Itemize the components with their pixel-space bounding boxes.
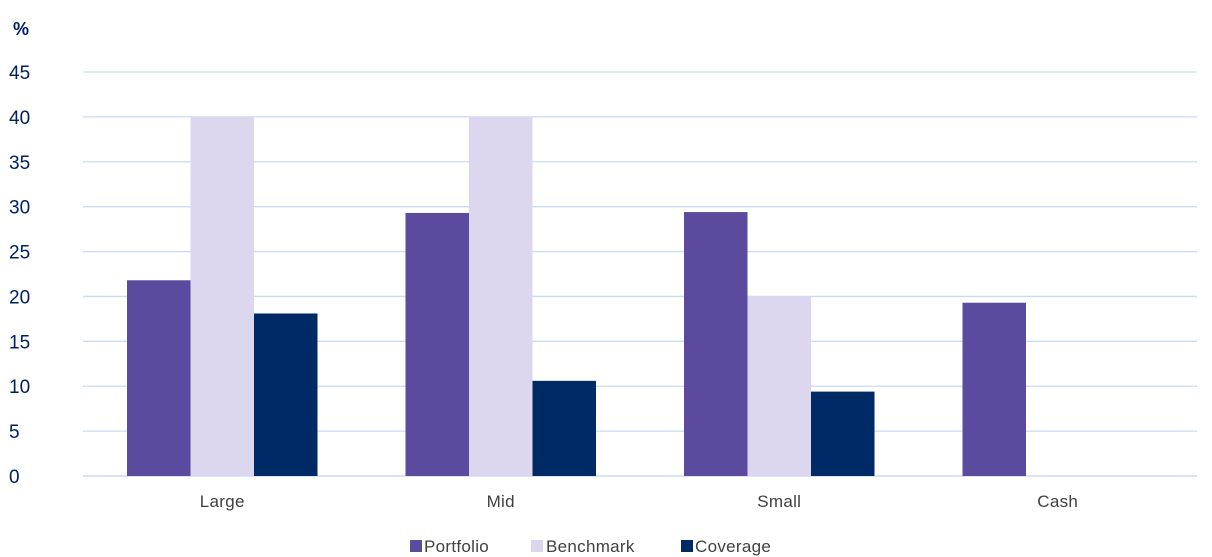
- y-tick-label: 10: [9, 377, 30, 398]
- y-unit-label: %: [13, 19, 29, 39]
- bars: [127, 116, 1026, 476]
- y-tick-label: 40: [9, 108, 30, 129]
- y-tick-label: 25: [9, 243, 30, 264]
- y-tick-label: 45: [9, 63, 30, 84]
- legend-swatch-coverage: [681, 540, 693, 552]
- legend-label-portfolio: Portfolio: [424, 537, 489, 556]
- y-tick-label: 35: [9, 153, 30, 174]
- bar-benchmark-large: [190, 116, 254, 476]
- legend-swatch-portfolio: [410, 540, 422, 552]
- legend-label-benchmark: Benchmark: [546, 537, 635, 556]
- bar-portfolio-cash: [962, 302, 1026, 476]
- bar-portfolio-large: [127, 280, 191, 476]
- x-category-label: Mid: [487, 492, 515, 511]
- legend-swatch-benchmark: [531, 540, 543, 552]
- y-tick-label: 30: [9, 198, 30, 219]
- bar-benchmark-small: [747, 296, 811, 476]
- x-axis-categories: Large Mid Small Cash: [200, 492, 1078, 511]
- bar-portfolio-small: [684, 212, 748, 476]
- legend-label-coverage: Coverage: [695, 537, 771, 556]
- bar-coverage-large: [254, 313, 318, 476]
- bar-portfolio-mid: [405, 212, 469, 476]
- x-category-label: Large: [200, 492, 245, 511]
- y-tick-label: 15: [9, 332, 30, 353]
- x-category-label: Cash: [1037, 492, 1078, 511]
- legend: Portfolio Benchmark Coverage: [410, 537, 771, 556]
- y-tick-label: 5: [9, 422, 20, 443]
- bar-coverage-small: [811, 391, 875, 476]
- y-axis-ticks: 0 5 10 15 20 25 30 35 40 45: [9, 63, 30, 488]
- bar-benchmark-mid: [469, 116, 533, 476]
- bar-coverage-mid: [532, 380, 596, 476]
- x-category-label: Small: [757, 492, 801, 511]
- y-tick-label: 0: [9, 467, 20, 488]
- y-tick-label: 20: [9, 287, 30, 308]
